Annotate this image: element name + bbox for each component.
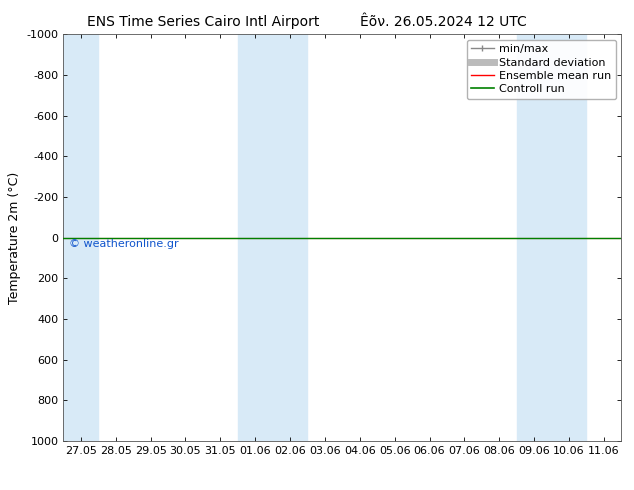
Bar xyxy=(238,34,307,441)
Y-axis label: Temperature 2m (°C): Temperature 2m (°C) xyxy=(8,172,21,304)
Text: ENS Time Series Cairo Intl Airport: ENS Time Series Cairo Intl Airport xyxy=(87,15,319,29)
Text: Êõν. 26.05.2024 12 UTC: Êõν. 26.05.2024 12 UTC xyxy=(360,15,527,29)
Text: © weatheronline.gr: © weatheronline.gr xyxy=(69,239,179,249)
Bar xyxy=(517,34,586,441)
Legend: min/max, Standard deviation, Ensemble mean run, Controll run: min/max, Standard deviation, Ensemble me… xyxy=(467,40,616,99)
Bar xyxy=(63,34,98,441)
